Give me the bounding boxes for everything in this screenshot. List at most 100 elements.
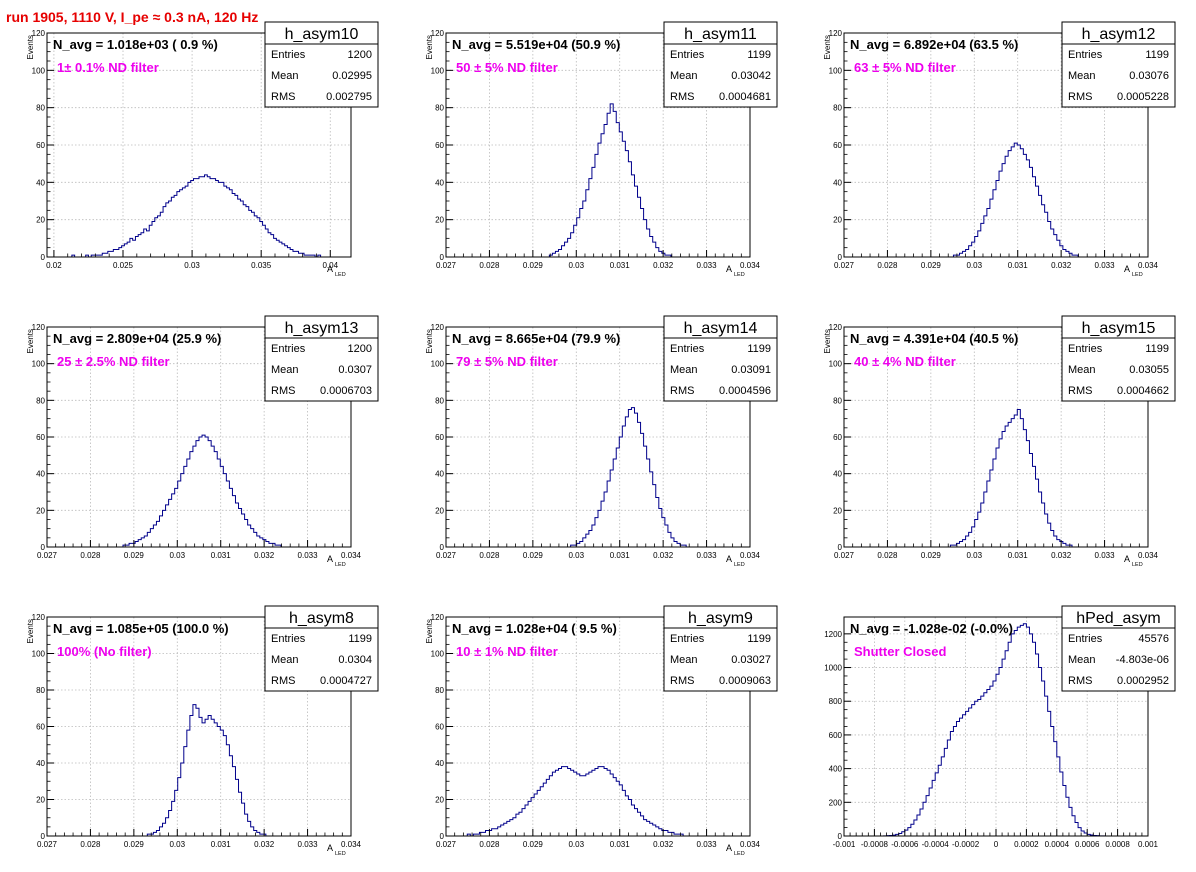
x-tick-label: 0.028: [479, 551, 500, 560]
y-tick-label: 120: [431, 613, 445, 622]
n-avg-annotation: N_avg = 8.665e+04 (79.9 %): [452, 331, 620, 346]
y-tick-label: 120: [32, 323, 46, 332]
stats-mean-value: 0.0304: [338, 654, 372, 666]
stats-mean-label: Mean: [1068, 364, 1096, 376]
y-tick-label: 0: [838, 543, 843, 552]
y-tick-label: 100: [431, 650, 445, 659]
x-tick-label: -0.001: [833, 840, 856, 849]
stats-entries-value: 45576: [1138, 633, 1169, 645]
x-tick-label: 0.02: [46, 261, 62, 270]
stats-box: [264, 21, 379, 108]
filter-note: 79 ± 5% ND filter: [456, 354, 558, 369]
y-tick-label: 0: [838, 832, 843, 841]
stats-mean-value: -4.803e-06: [1116, 654, 1169, 666]
histogram-panel-h_asym9: 0.027 0.028 0.029 0.03 0.031 0.032 0.033 0.034 0…: [425, 605, 778, 857]
stats-mean-label: Mean: [1068, 70, 1096, 82]
x-axis-label: A: [726, 843, 732, 853]
y-tick-label: 80: [36, 396, 45, 405]
x-tick-label: 0.03: [568, 551, 584, 560]
n-avg-annotation: N_avg = 5.519e+04 (50.9 %): [452, 37, 620, 52]
y-tick-label: 0: [41, 832, 46, 841]
y-tick-label: 100: [829, 360, 843, 369]
x-tick-label: 0.031: [211, 840, 232, 849]
x-tick-label: 0: [994, 840, 999, 849]
stats-mean-value: 0.03027: [731, 654, 771, 666]
stats-entries-value: 1200: [348, 343, 372, 355]
x-tick-label: 0.03: [169, 551, 185, 560]
y-tick-label: 40: [833, 470, 842, 479]
x-tick-label: -0.0004: [922, 840, 950, 849]
y-tick-label: 20: [36, 216, 45, 225]
stats-box: [1061, 315, 1176, 402]
page-title: run 1905, 1110 V, I_pe ≈ 0.3 nA, 120 Hz: [6, 9, 259, 25]
stats-rms-value: 0.0005228: [1117, 91, 1169, 103]
y-tick-label: 40: [833, 178, 842, 187]
y-tick-label: 80: [36, 104, 45, 113]
y-tick-label: 120: [829, 29, 843, 38]
x-tick-label: 0.029: [523, 840, 544, 849]
x-tick-label: 0.033: [1095, 551, 1116, 560]
y-tick-label: 60: [435, 141, 444, 150]
y-tick-label: 0: [440, 543, 445, 552]
y-tick-label: 20: [435, 796, 444, 805]
x-tick-label: 0.03: [568, 840, 584, 849]
y-tick-label: 600: [829, 731, 843, 740]
x-axis-label-subscript: LED: [1132, 562, 1143, 568]
y-tick-label: 60: [36, 433, 45, 442]
filter-note: 10 ± 1% ND filter: [456, 644, 558, 659]
y-tick-label: 40: [435, 759, 444, 768]
n-avg-annotation: N_avg = 6.892e+04 (63.5 %): [850, 37, 1018, 52]
stats-rms-value: 0.0002952: [1117, 675, 1169, 687]
histogram-title: h_asym12: [1082, 26, 1156, 43]
stats-rms-label: RMS: [1068, 91, 1092, 103]
stats-entries-value: 1199: [747, 343, 771, 355]
x-tick-label: 0.033: [697, 551, 718, 560]
x-tick-label: 0.032: [1051, 551, 1072, 560]
x-tick-label: 0.029: [921, 261, 942, 270]
stats-mean-label: Mean: [271, 70, 299, 82]
histogram-title: h_asym14: [684, 320, 758, 337]
y-tick-label: 100: [32, 650, 46, 659]
x-tick-label: 0.001: [1138, 840, 1159, 849]
x-tick-label: 0.032: [653, 551, 674, 560]
stats-entries-label: Entries: [670, 49, 705, 61]
histogram-title: hPed_asym: [1076, 610, 1161, 627]
x-tick-label: 0.033: [697, 261, 718, 270]
stats-box: [663, 315, 778, 402]
y-tick-label: 0: [440, 832, 445, 841]
histogram-title: h_asym9: [688, 610, 753, 627]
x-axis-label: A: [327, 843, 333, 853]
x-tick-label: 0.029: [523, 261, 544, 270]
filter-note: Shutter Closed: [854, 644, 947, 659]
stats-entries-label: Entries: [670, 343, 705, 355]
histogram-series: [446, 103, 750, 258]
x-tick-label: 0.027: [834, 551, 855, 560]
x-tick-label: 0.031: [211, 551, 232, 560]
stats-entries-value: 1199: [1145, 49, 1169, 61]
stats-mean-value: 0.02995: [332, 70, 372, 82]
histogram-title: h_asym11: [684, 26, 757, 43]
y-tick-label: 60: [435, 723, 444, 732]
stats-box: [1061, 605, 1176, 692]
x-tick-label: 0.027: [436, 261, 457, 270]
y-tick-label: 120: [431, 29, 445, 38]
x-tick-label: 0.032: [254, 840, 275, 849]
y-tick-label: 80: [435, 686, 444, 695]
x-tick-label: 0.034: [341, 840, 362, 849]
y-tick-label: 100: [431, 66, 445, 75]
x-tick-label: 0.027: [436, 840, 457, 849]
stats-entries-label: Entries: [1068, 49, 1103, 61]
stats-box: [264, 605, 379, 692]
x-tick-label: 0.032: [254, 551, 275, 560]
y-tick-label: 120: [32, 613, 46, 622]
y-tick-label: 100: [32, 66, 46, 75]
y-axis-label: Events: [823, 35, 832, 59]
x-tick-label: 0.028: [877, 261, 898, 270]
x-tick-label: -0.0002: [952, 840, 980, 849]
filter-note: 63 ± 5% ND filter: [854, 60, 956, 75]
stats-mean-value: 0.03076: [1129, 70, 1169, 82]
stats-box: [264, 315, 379, 402]
histogram-title: h_asym15: [1082, 320, 1156, 337]
n-avg-annotation: N_avg = 1.018e+03 ( 0.9 %): [53, 37, 218, 52]
y-axis-label: Events: [26, 329, 35, 353]
